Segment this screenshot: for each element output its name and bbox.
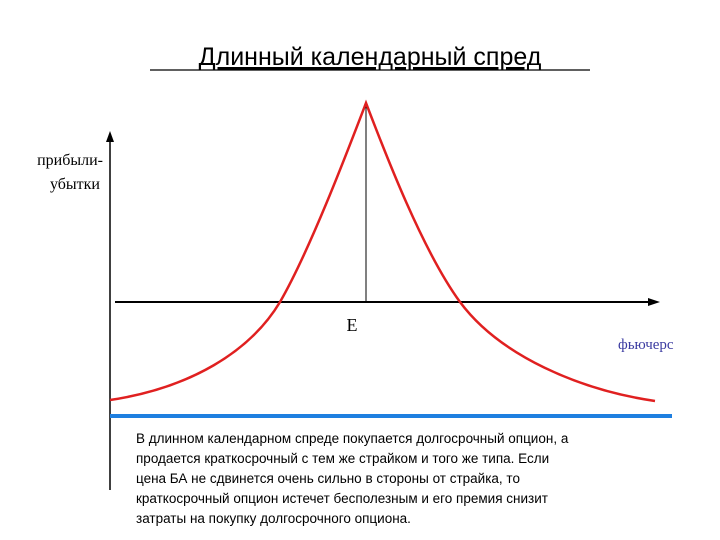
description-line: цена БА не сдвинется очень сильно в стор… <box>136 471 520 486</box>
title: Длинный календарный спред <box>199 43 542 71</box>
description-line: продается краткосрочный с тем же страйко… <box>136 451 549 466</box>
payoff-curve <box>109 99 656 403</box>
y-axis-label: прибыли- <box>37 152 103 169</box>
y-axis-label: убытки <box>50 176 100 193</box>
x-axis-label: фьючерс <box>618 337 674 353</box>
description-line: В длинном календарном спреде покупается … <box>136 431 569 446</box>
description-line: краткосрочный опцион истечет бесполезным… <box>136 491 548 506</box>
point-label: E <box>347 315 358 335</box>
x-axis-arrow <box>648 298 660 306</box>
description-line: затраты на покупку долгосрочного опциона… <box>136 511 411 526</box>
y-axis-arrow <box>106 131 114 142</box>
